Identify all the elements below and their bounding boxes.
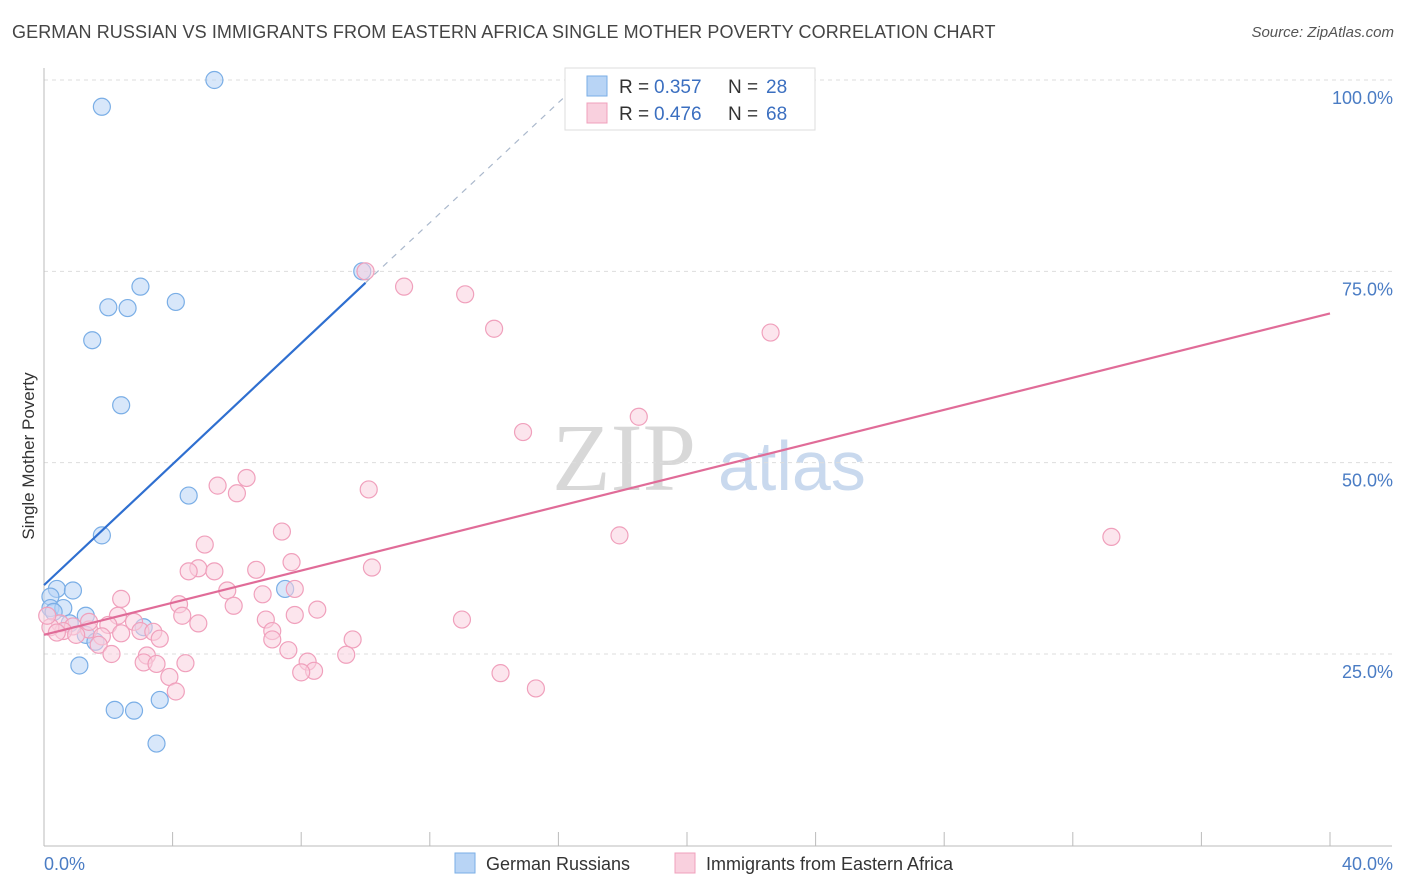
legend-n-value-2: 68 <box>766 104 787 125</box>
point-series0-10 <box>92 526 111 545</box>
point-series1-67 <box>38 606 57 625</box>
point-series1-31 <box>452 610 472 629</box>
point-series1-1 <box>394 277 414 296</box>
point-series1-2 <box>456 285 475 304</box>
legend-n-label-2: N = <box>728 104 758 125</box>
point-series1-7 <box>237 468 256 488</box>
point-series0-5 <box>118 298 137 318</box>
axes <box>43 68 1392 847</box>
point-series1-61 <box>491 664 510 683</box>
series-legend: German Russians Immigrants from Eastern … <box>454 852 954 874</box>
gridlines <box>44 79 1392 655</box>
y-tick-label-0: 25.0% <box>1342 662 1393 682</box>
legend-n-value-1: 28 <box>766 77 787 98</box>
series-legend-label-immigrants-eastern-africa: Immigrants from Eastern Africa <box>706 854 954 874</box>
legend-swatch-immigrants-eastern-africa <box>586 102 608 124</box>
point-series1-4 <box>761 323 780 342</box>
stats-legend: R = 0.357 N = 28 R = 0.476 N = 68 <box>564 67 816 131</box>
point-series1-13 <box>1102 527 1121 547</box>
point-series1-54 <box>337 645 356 664</box>
point-series1-51 <box>102 644 121 664</box>
point-series0-7 <box>112 396 131 415</box>
point-series1-60 <box>292 663 311 682</box>
point-series0-0 <box>205 70 224 90</box>
point-series0-23 <box>70 656 89 675</box>
point-series0-9 <box>179 486 198 505</box>
point-series1-11 <box>272 522 292 541</box>
point-series1-5 <box>629 407 648 426</box>
point-series1-22 <box>285 579 304 599</box>
y-tick-label-1: 50.0% <box>1342 471 1393 491</box>
point-series0-25 <box>105 700 124 719</box>
point-series1-14 <box>195 535 214 554</box>
legend-n-label-1: N = <box>728 77 758 98</box>
point-series1-64 <box>526 679 545 698</box>
point-series1-33 <box>189 614 208 633</box>
point-series1-12 <box>610 526 629 545</box>
x-tick-labels: 0.0% 40.0% <box>44 854 1393 874</box>
legend-r-value-1: 0.357 <box>654 77 702 98</box>
point-series0-6 <box>83 331 102 350</box>
point-series1-48 <box>150 629 169 648</box>
point-series1-49 <box>89 635 108 654</box>
point-series1-58 <box>176 654 195 673</box>
point-series1-9 <box>227 484 246 503</box>
point-series1-28 <box>173 606 192 625</box>
point-series1-19 <box>362 558 382 577</box>
chart-title: GERMAN RUSSIAN VS IMMIGRANTS FROM EASTER… <box>12 22 996 42</box>
watermark: ZIP atlas <box>552 404 866 511</box>
point-series0-26 <box>124 701 144 720</box>
trend-line-series0 <box>43 282 367 586</box>
point-series0-24 <box>150 690 169 710</box>
point-series1-8 <box>208 476 227 495</box>
trend-extension-series0 <box>365 87 575 284</box>
point-series1-23 <box>253 585 272 604</box>
point-series1-18 <box>247 560 266 579</box>
legend-r-label-2: R = <box>619 104 649 125</box>
legend-r-value-2: 0.476 <box>654 104 702 125</box>
trend-line-series1 <box>43 312 1331 636</box>
y-axis-label: Single Mother Poverty <box>19 372 38 540</box>
watermark-zip: ZIP <box>552 404 696 511</box>
point-series1-47 <box>263 630 282 649</box>
legend-r-label-1: R = <box>619 77 649 98</box>
point-series1-10 <box>359 480 378 499</box>
data-points <box>38 70 1121 753</box>
point-series1-63 <box>166 682 185 701</box>
point-series0-2 <box>131 277 150 296</box>
point-series1-50 <box>343 630 362 649</box>
point-series0-1 <box>92 97 111 116</box>
point-series1-15 <box>282 553 301 572</box>
point-series1-27 <box>308 600 327 619</box>
point-series1-17 <box>205 562 224 581</box>
point-series1-41 <box>112 624 131 643</box>
legend-swatch-german-russians <box>586 75 608 97</box>
point-series1-57 <box>147 654 166 674</box>
point-series1-3 <box>485 319 504 338</box>
series-legend-swatch-immigrants-eastern-africa <box>674 852 696 874</box>
x-tick-label-0: 0.0% <box>44 854 85 874</box>
y-tick-labels: 25.0% 50.0% 75.0% 100.0% <box>1332 88 1393 682</box>
point-series1-6 <box>513 422 533 442</box>
series-legend-label-german-russians: German Russians <box>486 854 630 874</box>
point-series1-29 <box>285 605 304 625</box>
point-series1-20 <box>179 562 198 581</box>
point-series1-53 <box>279 641 298 660</box>
x-tick-label-1: 40.0% <box>1342 854 1393 874</box>
point-series0-4 <box>99 298 118 317</box>
point-series0-3 <box>166 292 185 312</box>
point-series0-27 <box>147 734 166 753</box>
point-series1-25 <box>224 596 243 615</box>
point-series1-24 <box>112 589 131 608</box>
watermark-atlas: atlas <box>718 427 866 505</box>
x-axis-ticks <box>172 832 1331 846</box>
y-tick-label-2: 75.0% <box>1342 279 1393 299</box>
trend-lines <box>43 87 1331 636</box>
point-series0-13 <box>63 581 83 600</box>
y-tick-label-3: 100.0% <box>1332 88 1393 108</box>
series-legend-swatch-german-russians <box>454 852 476 874</box>
source-label: Source: ZipAtlas.com <box>1251 24 1394 41</box>
point-series1-0 <box>356 262 375 281</box>
